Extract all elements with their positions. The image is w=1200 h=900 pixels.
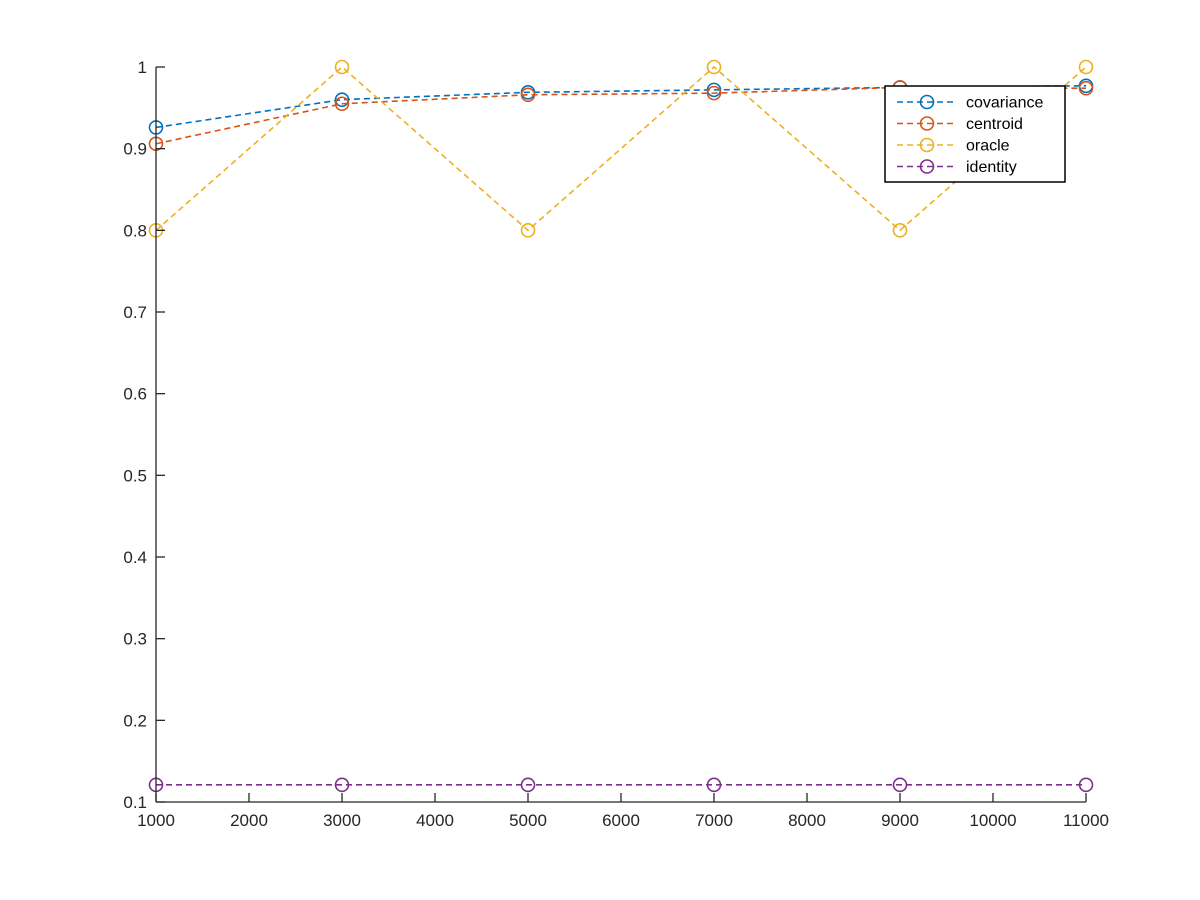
x-tick-label: 3000: [323, 811, 361, 830]
y-tick-label: 0.6: [123, 385, 147, 404]
data-point: [1078, 777, 1094, 793]
y-tick-label: 0.1: [123, 793, 147, 812]
legend-box: [884, 85, 1066, 183]
data-point: [1078, 59, 1094, 75]
x-tick-label: 2000: [230, 811, 268, 830]
legend-item: identity: [897, 159, 1017, 176]
y-tick-label: 0.7: [123, 303, 147, 322]
data-point: [706, 85, 722, 101]
x-tick-label: 7000: [695, 811, 733, 830]
data-point: [892, 777, 908, 793]
y-tick-label: 0.5: [123, 466, 147, 485]
legend-label: centroid: [966, 116, 1023, 133]
x-tick-label: 5000: [509, 811, 547, 830]
x-tick-label: 8000: [788, 811, 826, 830]
data-point: [1078, 80, 1094, 96]
data-point: [520, 87, 536, 103]
series-line: [155, 65, 1087, 232]
legend-label: oracle: [966, 138, 1010, 155]
data-point: [706, 59, 722, 75]
legend-item: centroid: [897, 116, 1023, 133]
series-identity: [148, 777, 1094, 793]
y-ticks: 0.1 0.2 0.3 0.4 0.5 0.6 0.7 0.8 0.9 1: [123, 58, 165, 812]
x-tick-label: 9000: [881, 811, 919, 830]
data-point: [892, 223, 908, 238]
y-tick-label: 0.3: [123, 630, 147, 649]
legend-swatch-marker: [919, 159, 935, 174]
x-tick-label: 11000: [1063, 811, 1109, 830]
data-point: [334, 96, 350, 112]
x-ticks: 1000 2000 3000 4000 5000 6000 7000 8000 9000 1000…: [137, 793, 1109, 830]
x-tick-label: 4000: [416, 811, 454, 830]
legend-swatch-marker: [919, 137, 935, 153]
legend-items: covariance centroid oracle identity: [897, 95, 1043, 176]
x-tick-label: 6000: [602, 811, 640, 830]
axes: 1000 2000 3000 4000 5000 6000 7000 8000 9000 1000…: [123, 58, 1109, 830]
legend-label: identity: [966, 159, 1017, 176]
legend-swatch-marker: [919, 94, 935, 110]
y-tick-label: 0.2: [123, 711, 147, 730]
legend-item: covariance: [897, 95, 1043, 112]
data-point: [520, 777, 536, 793]
data-point: [334, 59, 350, 75]
data-point: [706, 777, 722, 793]
y-tick-label: 0.9: [123, 140, 147, 159]
x-tick-label: 10000: [969, 811, 1016, 830]
y-tick-label: 0.4: [123, 548, 147, 567]
legend-label: covariance: [966, 95, 1043, 112]
y-tick-label: 0.8: [123, 221, 147, 240]
y-tick-label: 1: [138, 58, 147, 77]
legend: covariance centroid oracle identity: [884, 85, 1066, 183]
legend-item: oracle: [897, 138, 1010, 155]
data-point: [334, 92, 350, 107]
legend-swatch-marker: [919, 116, 935, 131]
data-point: [334, 777, 350, 793]
x-tick-label: 1000: [137, 811, 175, 830]
data-point: [520, 223, 536, 238]
